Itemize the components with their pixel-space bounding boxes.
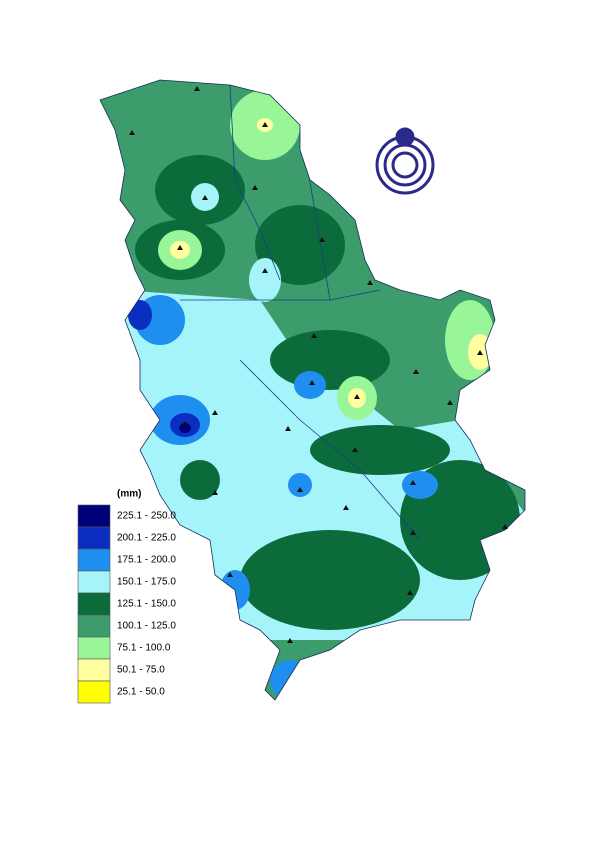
legend-label: 225.1 - 250.0 (117, 511, 176, 522)
logo (375, 127, 435, 195)
legend-swatch (77, 526, 111, 550)
legend-label: 50.1 - 75.0 (117, 665, 165, 676)
legend-label: 200.1 - 225.0 (117, 533, 176, 544)
precipitation-map (100, 80, 525, 700)
legend-label: 100.1 - 125.0 (117, 621, 176, 632)
legend-label: 150.1 - 175.0 (117, 577, 176, 588)
border (99, 79, 526, 701)
legend-label: 175.1 - 200.0 (117, 555, 176, 566)
legend-swatch (77, 614, 111, 638)
legend-swatch (77, 504, 111, 528)
legend-swatch (77, 680, 111, 704)
legend-swatch (77, 658, 111, 682)
legend-swatch (77, 548, 111, 572)
legend-title: (mm) (117, 489, 141, 500)
legend: (mm) 225.1 - 250.0 200.1 - 225.0 175.1 - 2… (77, 489, 176, 704)
legend-label: 75.1 - 100.0 (117, 643, 171, 654)
legend-label: 25.1 - 50.0 (117, 687, 165, 698)
legend-swatch (77, 570, 111, 594)
legend-swatch (77, 592, 111, 616)
legend-swatch (77, 636, 111, 660)
legend-label: 125.1 - 150.0 (117, 599, 176, 610)
